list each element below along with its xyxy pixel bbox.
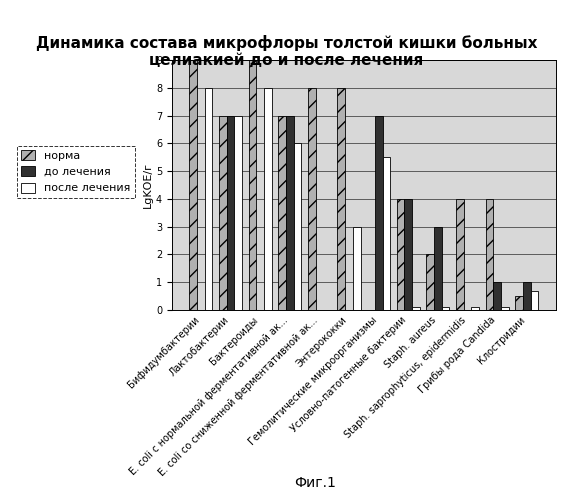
Y-axis label: LgKОЕ/г: LgKОЕ/г (143, 162, 153, 208)
Bar (397, 199, 405, 310)
Bar (434, 226, 442, 310)
Bar (486, 199, 493, 310)
Bar (515, 296, 523, 310)
Bar (426, 254, 434, 310)
Bar (412, 307, 420, 310)
Bar (337, 88, 345, 310)
Bar (405, 199, 412, 310)
Bar (493, 282, 501, 310)
Text: Фиг.1: Фиг.1 (294, 476, 336, 490)
Bar (264, 88, 272, 310)
Bar (219, 116, 227, 310)
Bar (293, 144, 301, 310)
Text: Динамика состава микрофлоры толстой кишки больных
целиакией до и после лечения: Динамика состава микрофлоры толстой кишк… (36, 35, 537, 68)
Bar (249, 60, 256, 310)
Bar (227, 116, 234, 310)
Legend: норма, до лечения, после лечения: норма, до лечения, после лечения (17, 146, 135, 198)
Bar (442, 307, 449, 310)
Bar (189, 60, 197, 310)
Bar (308, 88, 316, 310)
Bar (234, 116, 242, 310)
Bar (205, 88, 213, 310)
Bar (472, 307, 479, 310)
Bar (456, 199, 464, 310)
Bar (286, 116, 293, 310)
Bar (375, 116, 383, 310)
Bar (278, 116, 286, 310)
Bar (523, 282, 531, 310)
Bar (353, 226, 360, 310)
Bar (531, 290, 539, 310)
Bar (501, 307, 509, 310)
Bar (383, 157, 390, 310)
